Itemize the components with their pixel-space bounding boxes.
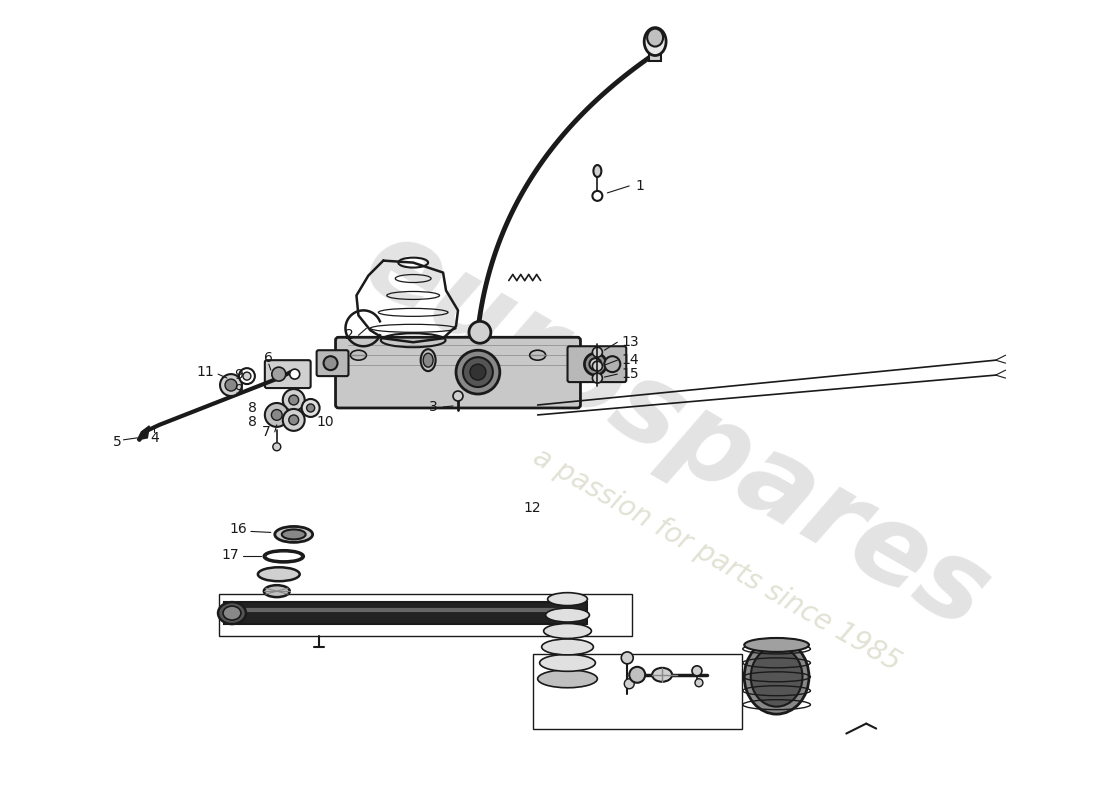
Circle shape [272, 410, 283, 420]
Circle shape [456, 350, 499, 394]
Text: 8: 8 [248, 401, 257, 415]
Circle shape [220, 374, 242, 396]
Circle shape [289, 395, 298, 405]
Text: 1: 1 [635, 179, 645, 193]
Text: 12: 12 [524, 501, 541, 514]
Text: 6: 6 [264, 351, 273, 365]
FancyBboxPatch shape [568, 346, 626, 382]
Circle shape [590, 358, 602, 370]
Ellipse shape [750, 647, 803, 706]
Circle shape [226, 379, 236, 391]
Text: 14: 14 [621, 353, 639, 367]
Circle shape [453, 391, 463, 401]
Ellipse shape [548, 593, 587, 606]
Ellipse shape [420, 350, 436, 371]
Circle shape [239, 368, 255, 384]
Polygon shape [138, 426, 150, 440]
Circle shape [621, 652, 634, 664]
Text: 13: 13 [621, 335, 639, 350]
Text: 17: 17 [221, 548, 239, 562]
Ellipse shape [647, 29, 663, 46]
Text: 16: 16 [229, 522, 246, 537]
Ellipse shape [546, 608, 590, 622]
Circle shape [469, 322, 491, 343]
Ellipse shape [351, 350, 366, 360]
Text: 7: 7 [262, 425, 271, 439]
Ellipse shape [257, 567, 299, 582]
Circle shape [625, 678, 635, 689]
Circle shape [323, 356, 338, 370]
Text: 15: 15 [621, 367, 639, 381]
Text: a passion for parts since 1985: a passion for parts since 1985 [528, 442, 905, 676]
Circle shape [272, 367, 286, 381]
Text: 9: 9 [234, 383, 243, 397]
Ellipse shape [541, 639, 593, 655]
Text: 4: 4 [150, 431, 158, 445]
Circle shape [289, 415, 298, 425]
Text: 11: 11 [196, 365, 214, 379]
Circle shape [463, 357, 493, 387]
Bar [649, 46, 661, 62]
Ellipse shape [645, 28, 667, 55]
Ellipse shape [424, 354, 433, 367]
FancyBboxPatch shape [317, 350, 349, 376]
Text: 8: 8 [248, 415, 257, 429]
Text: 5: 5 [113, 435, 122, 449]
Ellipse shape [264, 585, 289, 597]
Circle shape [301, 399, 320, 417]
Ellipse shape [218, 602, 246, 624]
Ellipse shape [745, 638, 808, 652]
Ellipse shape [652, 668, 672, 682]
Circle shape [283, 389, 305, 411]
Ellipse shape [530, 350, 546, 360]
Bar [219, 594, 632, 636]
Text: 9: 9 [234, 368, 243, 382]
FancyBboxPatch shape [265, 360, 310, 388]
Circle shape [604, 356, 620, 372]
Text: eurospares: eurospares [346, 208, 1008, 652]
Circle shape [243, 372, 251, 380]
Circle shape [593, 191, 603, 201]
FancyBboxPatch shape [336, 338, 581, 408]
Ellipse shape [223, 606, 241, 620]
Ellipse shape [543, 623, 592, 638]
Ellipse shape [593, 165, 602, 177]
Text: 3: 3 [429, 400, 438, 414]
Text: 10: 10 [317, 415, 334, 429]
Ellipse shape [745, 639, 808, 714]
Circle shape [265, 403, 288, 427]
Bar [532, 654, 741, 729]
Circle shape [695, 678, 703, 686]
Circle shape [470, 364, 486, 380]
Ellipse shape [538, 670, 597, 688]
Bar [224, 602, 587, 624]
Ellipse shape [275, 526, 312, 542]
Circle shape [283, 409, 305, 431]
Ellipse shape [282, 530, 306, 539]
Circle shape [289, 369, 299, 379]
Circle shape [593, 361, 603, 371]
Circle shape [273, 443, 280, 450]
Circle shape [692, 666, 702, 676]
Text: 2: 2 [344, 328, 353, 342]
Circle shape [593, 347, 603, 357]
Circle shape [629, 667, 646, 682]
Circle shape [584, 354, 606, 375]
Circle shape [307, 404, 315, 412]
Ellipse shape [540, 654, 595, 671]
Circle shape [593, 373, 603, 383]
